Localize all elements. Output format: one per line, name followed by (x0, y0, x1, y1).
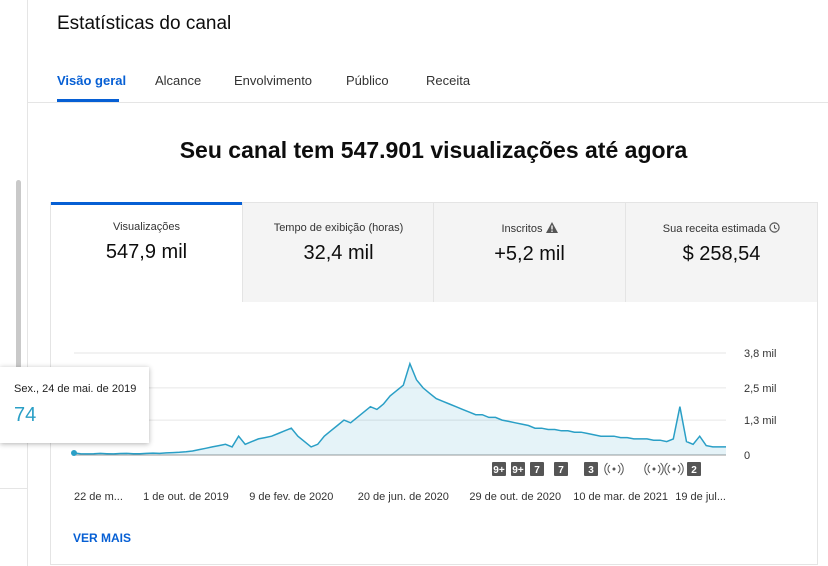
x-tick-label: 20 de jun. de 2020 (358, 491, 449, 503)
x-tick-label: 9 de fev. de 2020 (249, 491, 333, 503)
metric-tab[interactable]: Tempo de exibição (horas) 32,4 mil (242, 203, 434, 302)
event-label: 2 (691, 465, 697, 476)
headline: Seu canal tem 547.901 visualizações até … (179, 137, 688, 163)
metric-tab[interactable]: Inscritos +5,2 mil (433, 203, 625, 302)
warning-icon (545, 222, 558, 233)
y-tick-label: 3,8 mil (744, 348, 776, 360)
metric-label: Visualizações (112, 221, 181, 233)
tabs-divider (28, 102, 828, 103)
sidebar-border (27, 0, 28, 566)
y-tick-label: 0 (744, 450, 750, 462)
event-label: 9+ (493, 465, 505, 476)
scrollbar[interactable] (16, 180, 21, 440)
hover-dot (71, 450, 77, 457)
event-marker (492, 462, 506, 476)
clock-icon (769, 222, 780, 233)
metric-tab[interactable]: Sua receita estimada $ 258,54 (625, 203, 817, 302)
x-tick-label: 29 de out. de 2020 (469, 491, 561, 503)
metric-value: $ 258,54 (682, 243, 761, 265)
metric-label: Tempo de exibição (horas) (273, 222, 404, 234)
event-marker (530, 462, 544, 476)
metric-label: Inscritos (434, 222, 625, 235)
metric-label: Sua receita estimada (626, 222, 817, 235)
tooltip-date: Sex., 24 de mai. de 2019 (14, 383, 137, 395)
event-label: 7 (558, 465, 564, 476)
page-title: Estatísticas do canal (57, 13, 232, 34)
event-marker (554, 462, 568, 476)
live-icon (652, 467, 656, 471)
event-label: 7 (534, 465, 540, 476)
x-tick-label: 19 de jul... (675, 491, 726, 503)
y-tick-label: 2,5 mil (744, 383, 776, 395)
live-icon (612, 467, 616, 471)
metric-label-text: Inscritos (501, 223, 543, 235)
event-marker (687, 462, 701, 476)
event-label: 3 (588, 465, 594, 476)
x-tick-label: 22 de m... (74, 491, 123, 503)
see-more[interactable]: VER MAIS (73, 531, 132, 545)
live-icon (604, 462, 624, 476)
tab-indicator (57, 99, 119, 102)
metric-value: +5,2 mil (494, 243, 565, 265)
metric-value: 547,9 mil (105, 241, 188, 263)
tab[interactable]: Envolvimento (234, 73, 313, 88)
area (74, 363, 726, 455)
metric-tab[interactable]: Visualizações 547,9 mil (51, 202, 242, 305)
live-icon (672, 467, 676, 471)
line (73, 361, 726, 455)
tab[interactable]: Receita (426, 73, 471, 88)
live-icon (664, 462, 684, 476)
event-marker (584, 462, 598, 476)
tooltip: Sex., 24 de mai. de 2019 74 (0, 367, 149, 443)
tab[interactable]: Alcance (155, 73, 202, 88)
event-marker (511, 462, 525, 476)
live-icon (644, 462, 664, 476)
y-tick-label: 1,3 mil (744, 415, 776, 427)
metric-value: 32,4 mil (303, 242, 374, 264)
event-label: 9+ (512, 465, 524, 476)
x-tick-label: 10 de mar. de 2021 (573, 491, 668, 503)
tab[interactable]: Visão geral (57, 73, 127, 88)
sidebar-divider (0, 488, 27, 489)
metric-label-text: Sua receita estimada (662, 223, 767, 235)
tooltip-value: 74 (14, 404, 37, 426)
tab[interactable]: Público (346, 73, 389, 88)
x-tick-label: 1 de out. de 2019 (143, 491, 229, 503)
